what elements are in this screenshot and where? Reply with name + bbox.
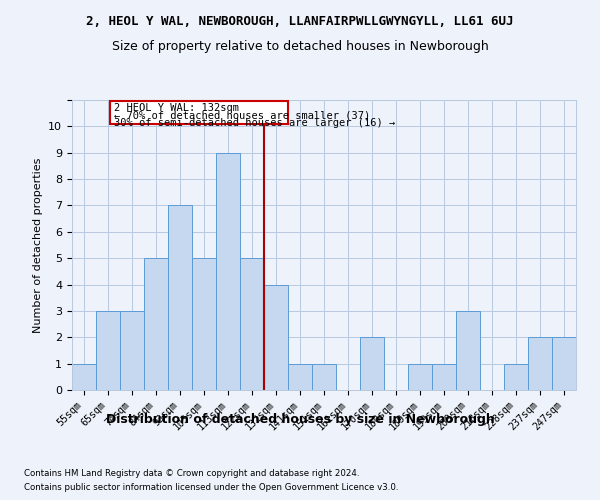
Text: Contains public sector information licensed under the Open Government Licence v3: Contains public sector information licen…: [24, 484, 398, 492]
Bar: [240, 258, 264, 390]
Text: Contains HM Land Registry data © Crown copyright and database right 2024.: Contains HM Land Registry data © Crown c…: [24, 468, 359, 477]
Text: 30% of semi-detached houses are larger (16) →: 30% of semi-detached houses are larger (…: [114, 118, 395, 128]
Text: 2 HEOL Y WAL: 132sqm: 2 HEOL Y WAL: 132sqm: [114, 103, 239, 113]
Text: 2, HEOL Y WAL, NEWBOROUGH, LLANFAIRPWLLGWYNGYLL, LL61 6UJ: 2, HEOL Y WAL, NEWBOROUGH, LLANFAIRPWLLG…: [86, 15, 514, 28]
Bar: [456, 311, 480, 390]
Bar: [360, 338, 384, 390]
Bar: [168, 206, 192, 390]
Bar: [110, 100, 288, 124]
Text: Size of property relative to detached houses in Newborough: Size of property relative to detached ho…: [112, 40, 488, 53]
Bar: [72, 364, 96, 390]
Bar: [120, 311, 144, 390]
Bar: [504, 364, 528, 390]
Bar: [96, 311, 120, 390]
Text: Distribution of detached houses by size in Newborough: Distribution of detached houses by size …: [106, 412, 494, 426]
Bar: [408, 364, 432, 390]
Bar: [552, 338, 576, 390]
Bar: [528, 338, 552, 390]
Bar: [288, 364, 312, 390]
Bar: [192, 258, 216, 390]
Bar: [264, 284, 288, 390]
Text: ← 70% of detached houses are smaller (37): ← 70% of detached houses are smaller (37…: [114, 111, 370, 121]
Bar: [312, 364, 336, 390]
Bar: [144, 258, 168, 390]
Y-axis label: Number of detached properties: Number of detached properties: [33, 158, 43, 332]
Bar: [432, 364, 456, 390]
Bar: [216, 152, 240, 390]
